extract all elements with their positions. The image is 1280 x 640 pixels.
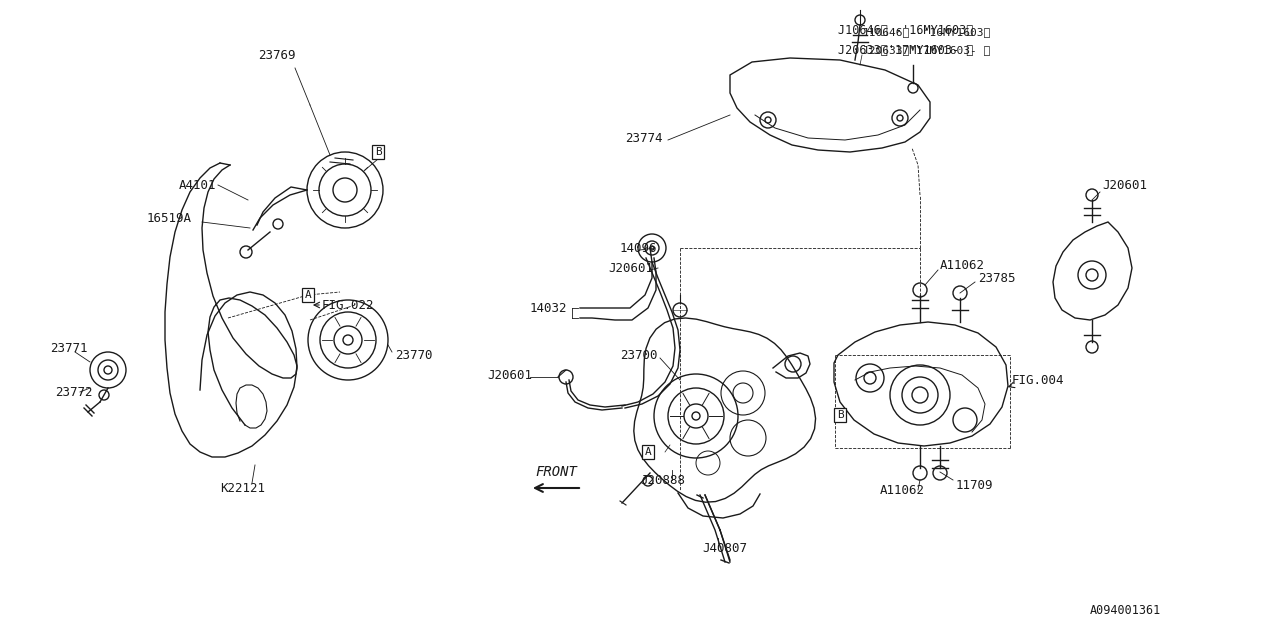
Text: A: A bbox=[305, 290, 311, 300]
Text: J20601: J20601 bbox=[608, 262, 653, 275]
Text: A4101: A4101 bbox=[178, 179, 216, 191]
Text: J20601: J20601 bbox=[1102, 179, 1147, 191]
Text: J20633「’17MY1603- 」: J20633「’17MY1603- 」 bbox=[861, 45, 991, 55]
Text: 23700: 23700 bbox=[620, 349, 658, 362]
Text: J10646（ -'16MY1603）: J10646（ -'16MY1603） bbox=[838, 24, 973, 36]
Text: 23770: 23770 bbox=[396, 349, 433, 362]
Text: 23772: 23772 bbox=[55, 385, 92, 399]
Text: 14096: 14096 bbox=[620, 241, 658, 255]
Text: 23785: 23785 bbox=[978, 271, 1015, 285]
Text: B: B bbox=[375, 147, 381, 157]
Text: FRONT: FRONT bbox=[535, 465, 577, 479]
Text: 23774: 23774 bbox=[625, 131, 663, 145]
Text: A: A bbox=[645, 447, 652, 457]
Text: J20633（'17MY1603- ）: J20633（'17MY1603- ） bbox=[838, 44, 973, 56]
Text: J40807: J40807 bbox=[701, 541, 748, 554]
Text: K22121: K22121 bbox=[220, 481, 265, 495]
Text: FIG.004: FIG.004 bbox=[1012, 374, 1065, 387]
Text: 23771: 23771 bbox=[50, 342, 87, 355]
Text: FIG.022: FIG.022 bbox=[323, 298, 375, 312]
Text: 11709: 11709 bbox=[956, 479, 993, 492]
Text: 23769: 23769 bbox=[259, 49, 296, 61]
Text: A11062: A11062 bbox=[940, 259, 986, 271]
Text: 16519A: 16519A bbox=[147, 211, 192, 225]
Text: A094001361: A094001361 bbox=[1091, 604, 1161, 616]
Text: A11062: A11062 bbox=[881, 483, 925, 497]
Text: 14032: 14032 bbox=[530, 301, 567, 314]
Text: J20888: J20888 bbox=[640, 474, 685, 486]
Text: J10646「 -’16MY1603」: J10646「 -’16MY1603」 bbox=[861, 27, 991, 37]
Text: J20601: J20601 bbox=[486, 369, 532, 381]
Text: B: B bbox=[837, 410, 844, 420]
